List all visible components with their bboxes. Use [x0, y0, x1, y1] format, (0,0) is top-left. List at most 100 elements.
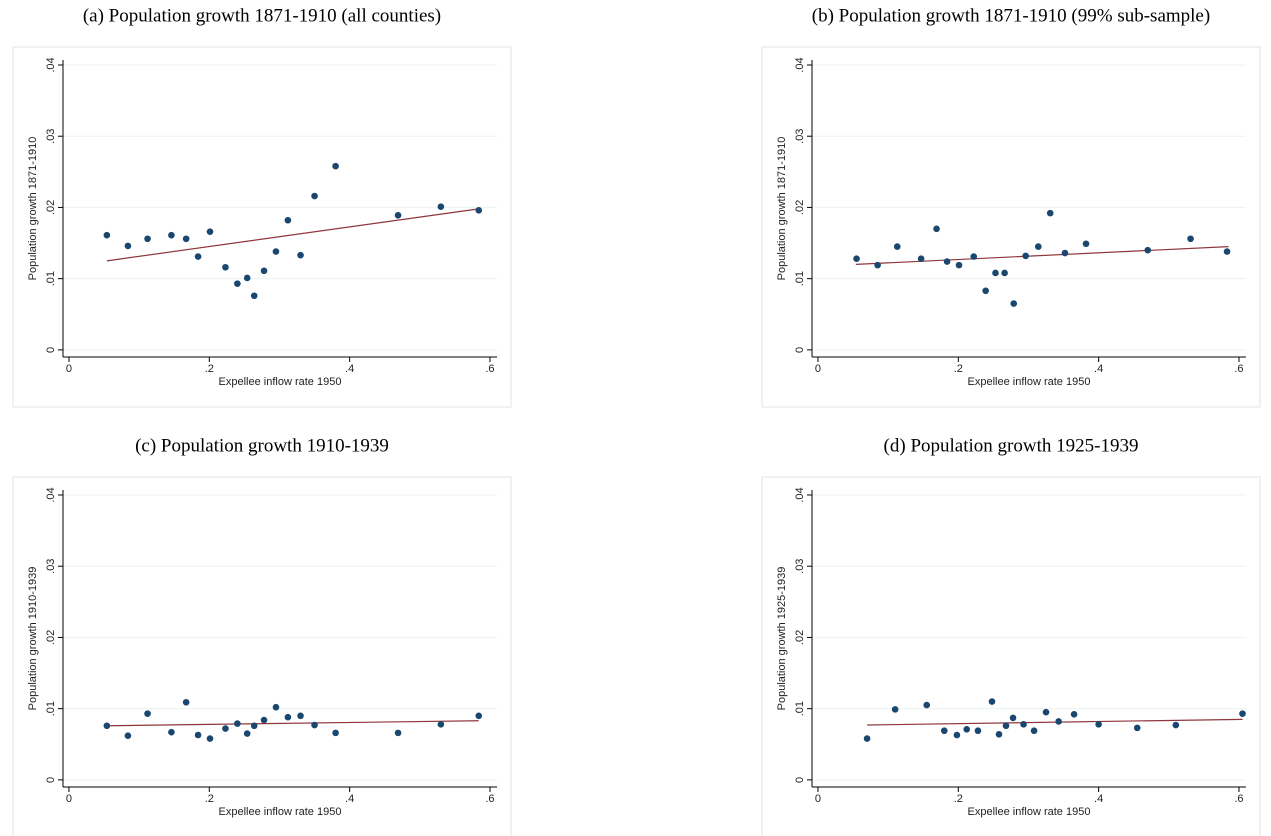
scatter-point: [144, 235, 151, 243]
scatter-point: [1239, 710, 1246, 717]
fit-line: [106, 720, 479, 727]
scatter-point: [394, 729, 402, 737]
scatter-point: [272, 248, 280, 255]
scatter-point: [1223, 248, 1231, 255]
y-axis-label: Population growth 1871-1910: [776, 137, 788, 281]
scatter-point: [1055, 718, 1062, 725]
scatter-point: [250, 722, 258, 730]
scatter-point: [182, 698, 190, 706]
scatter-point: [1082, 240, 1090, 248]
y-tick-label: .01: [45, 701, 57, 716]
panel-title: (a) Population growth 1871-1910 (all cou…: [83, 5, 441, 26]
scatter-point: [863, 735, 871, 742]
fit-line: [855, 246, 1229, 266]
x-tick-label: .2: [205, 793, 214, 805]
scatter-point: [272, 703, 280, 711]
x-axis-label: Expellee inflow rate 1950: [219, 376, 342, 388]
scatter-point: [103, 231, 111, 239]
y-tick-label: .03: [45, 129, 57, 144]
x-tick-label: .6: [485, 793, 494, 805]
scatter-point: [243, 274, 251, 282]
panel-frame: [761, 476, 1261, 836]
scatter-point: [992, 269, 999, 277]
y-tick-label: 0: [794, 777, 806, 783]
scatter-point: [943, 258, 951, 265]
panel-title: (b) Population growth 1871-1910 (99% sub…: [812, 5, 1210, 26]
scatter-point: [933, 225, 940, 233]
x-axis-label: Expellee inflow rate 1950: [219, 806, 342, 818]
scatter-point: [250, 292, 258, 300]
y-tick-label: .01: [794, 701, 806, 716]
y-tick-label: .04: [794, 487, 806, 502]
scatter-point: [260, 267, 268, 275]
scatter-point: [1020, 721, 1027, 728]
scatter-point: [297, 712, 304, 720]
scatter-point: [1002, 722, 1010, 730]
scatter-point: [953, 731, 961, 739]
scatter-point: [437, 203, 445, 211]
scatter-point: [1144, 246, 1152, 254]
scatter-point: [1095, 721, 1102, 728]
scatter-point: [917, 255, 925, 263]
scatter-point: [437, 721, 445, 728]
x-tick-label: .4: [1094, 793, 1103, 805]
scatter-point: [963, 726, 971, 733]
y-tick-label: .02: [794, 630, 806, 645]
scatter-point: [124, 732, 132, 740]
scatter-point: [206, 228, 214, 235]
panel-title: (d) Population growth 1925-1939: [884, 435, 1139, 456]
y-axis-label: Population growth 1910-1939: [27, 567, 39, 711]
y-tick-label: .04: [794, 57, 806, 72]
scatter-point: [168, 728, 175, 736]
fit-line: [106, 208, 479, 262]
scatter-point: [1022, 252, 1029, 260]
scatter-point: [1172, 721, 1180, 729]
scatter-point: [168, 231, 175, 239]
scatter-point: [1010, 300, 1018, 307]
y-tick-label: 0: [45, 777, 57, 783]
scatter-point: [284, 713, 292, 721]
x-tick-label: .2: [205, 363, 214, 375]
x-tick-label: .4: [345, 363, 354, 375]
scatter-point: [1187, 235, 1194, 243]
scatter-point: [194, 731, 202, 739]
scatter-point: [182, 235, 190, 243]
y-tick-label: .03: [794, 559, 806, 574]
x-tick-label: 0: [66, 363, 72, 375]
x-tick-label: .4: [1094, 363, 1103, 375]
y-tick-label: .01: [794, 271, 806, 286]
y-tick-label: .02: [45, 630, 57, 645]
scatter-point: [940, 727, 948, 735]
scatter-point: [394, 211, 402, 219]
scatter-point: [995, 730, 1003, 738]
y-tick-label: .02: [45, 200, 57, 215]
scatter-point: [234, 720, 241, 727]
panel-frame: [12, 476, 512, 836]
scatter-point: [988, 698, 996, 705]
fit-line: [867, 718, 1243, 726]
x-tick-label: 0: [815, 363, 821, 375]
scatter-point: [260, 716, 268, 724]
scatter-point: [332, 162, 339, 170]
scatter-point: [475, 206, 483, 214]
scatter-point: [1034, 243, 1042, 250]
y-tick-label: 0: [45, 347, 57, 353]
x-tick-label: 0: [66, 793, 72, 805]
y-tick-label: 0: [794, 347, 806, 353]
y-axis-label: Population growth 1871-1910: [27, 137, 39, 281]
y-tick-label: .02: [794, 200, 806, 215]
panel-title: (c) Population growth 1910-1939: [135, 435, 389, 456]
y-tick-label: .03: [794, 129, 806, 144]
scatter-point: [311, 721, 318, 729]
scatter-point: [923, 701, 931, 709]
scatter-point: [974, 727, 982, 735]
x-axis-label: Expellee inflow rate 1950: [968, 376, 1091, 388]
scatter-point: [234, 280, 241, 287]
scatter-point: [893, 243, 901, 250]
scatter-point: [853, 255, 860, 263]
scatter-point: [1001, 269, 1008, 277]
x-tick-label: 0: [815, 793, 821, 805]
y-tick-label: .04: [45, 487, 57, 502]
scatter-point: [103, 722, 111, 730]
